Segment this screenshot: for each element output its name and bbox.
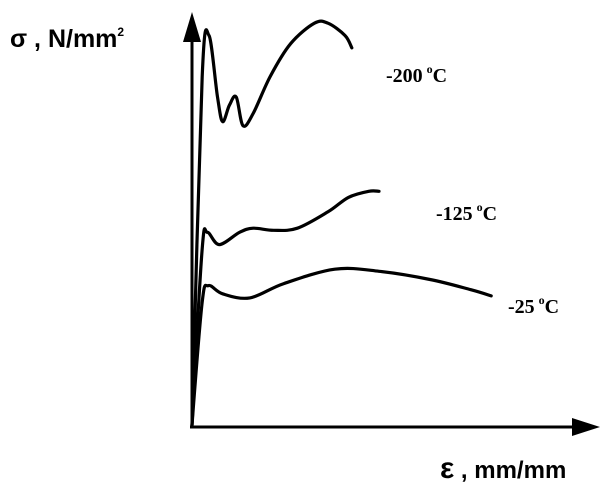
curve-minus-125c <box>190 189 381 427</box>
y-axis-label: σ , N/mm2 <box>10 25 124 53</box>
x-axis-arrow <box>572 418 600 436</box>
y-axis-arrow <box>183 12 201 42</box>
series-label-200: -200 oC <box>386 62 447 87</box>
curve-minus-25c <box>190 266 493 427</box>
x-axis-label: ε , mm/mm <box>440 452 566 485</box>
curve-minus-200c <box>190 19 354 427</box>
series-label-25: -25 oC <box>508 293 559 318</box>
axes <box>183 12 600 436</box>
series-layer <box>190 19 493 427</box>
series-label-125: -125 oC <box>436 200 497 225</box>
